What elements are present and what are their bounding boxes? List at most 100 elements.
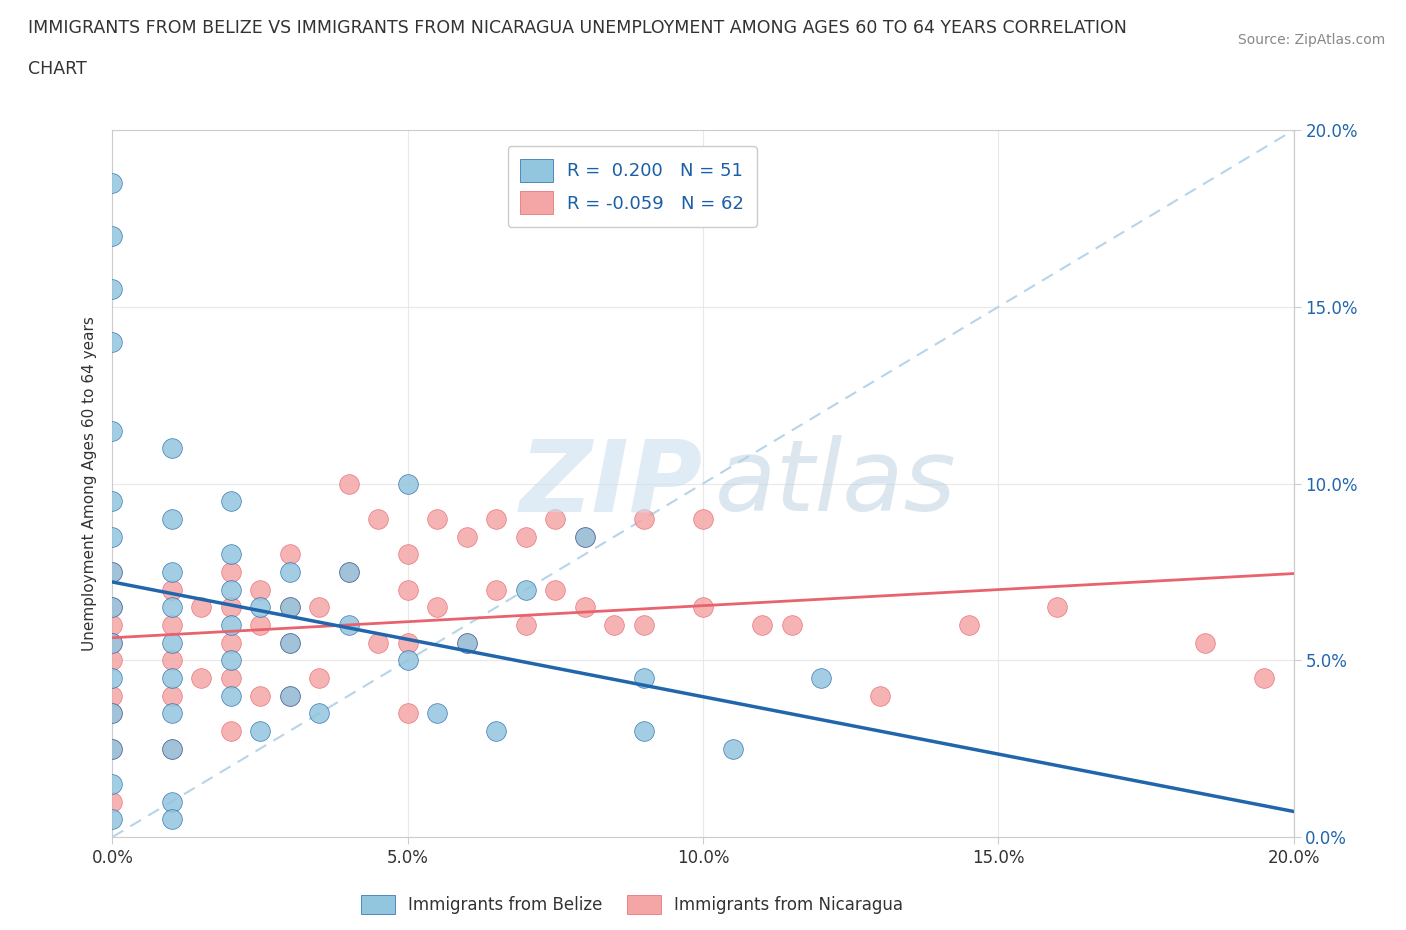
Point — [308, 600, 330, 615]
Point — [101, 671, 124, 685]
Point — [396, 476, 419, 491]
Point — [337, 565, 360, 579]
Point — [160, 600, 183, 615]
Point — [456, 529, 478, 544]
Text: CHART: CHART — [28, 60, 87, 78]
Point — [278, 547, 301, 562]
Point — [160, 688, 183, 703]
Point — [426, 706, 449, 721]
Point — [101, 600, 124, 615]
Point — [544, 512, 567, 526]
Point — [692, 512, 714, 526]
Point — [190, 600, 212, 615]
Point — [160, 741, 183, 756]
Y-axis label: Unemployment Among Ages 60 to 64 years: Unemployment Among Ages 60 to 64 years — [82, 316, 97, 651]
Point — [160, 618, 183, 632]
Point — [1046, 600, 1069, 615]
Point — [278, 600, 301, 615]
Point — [101, 777, 124, 791]
Point — [396, 582, 419, 597]
Point — [278, 635, 301, 650]
Point — [101, 565, 124, 579]
Point — [456, 635, 478, 650]
Point — [101, 794, 124, 809]
Point — [219, 653, 242, 668]
Point — [101, 706, 124, 721]
Point — [101, 494, 124, 509]
Point — [426, 512, 449, 526]
Point — [810, 671, 832, 685]
Text: IMMIGRANTS FROM BELIZE VS IMMIGRANTS FROM NICARAGUA UNEMPLOYMENT AMONG AGES 60 T: IMMIGRANTS FROM BELIZE VS IMMIGRANTS FRO… — [28, 19, 1128, 36]
Point — [485, 582, 508, 597]
Point — [751, 618, 773, 632]
Point — [101, 229, 124, 244]
Point — [249, 688, 271, 703]
Point — [780, 618, 803, 632]
Point — [249, 618, 271, 632]
Point — [337, 618, 360, 632]
Point — [574, 529, 596, 544]
Point — [219, 671, 242, 685]
Point — [337, 565, 360, 579]
Point — [249, 600, 271, 615]
Point — [101, 741, 124, 756]
Point — [515, 582, 537, 597]
Point — [101, 635, 124, 650]
Point — [249, 724, 271, 738]
Point — [219, 688, 242, 703]
Point — [101, 618, 124, 632]
Point — [160, 512, 183, 526]
Point — [101, 706, 124, 721]
Point — [426, 600, 449, 615]
Point — [633, 671, 655, 685]
Point — [396, 653, 419, 668]
Point — [101, 741, 124, 756]
Point — [160, 706, 183, 721]
Point — [160, 582, 183, 597]
Point — [101, 282, 124, 297]
Point — [1194, 635, 1216, 650]
Point — [544, 582, 567, 597]
Point — [367, 635, 389, 650]
Point — [101, 653, 124, 668]
Point — [219, 565, 242, 579]
Point — [160, 653, 183, 668]
Point — [485, 724, 508, 738]
Point — [633, 618, 655, 632]
Point — [160, 671, 183, 685]
Point — [278, 565, 301, 579]
Point — [308, 706, 330, 721]
Point — [219, 582, 242, 597]
Point — [396, 547, 419, 562]
Point — [160, 565, 183, 579]
Point — [692, 600, 714, 615]
Point — [101, 812, 124, 827]
Point — [337, 476, 360, 491]
Point — [160, 812, 183, 827]
Point — [957, 618, 980, 632]
Point — [396, 635, 419, 650]
Point — [515, 529, 537, 544]
Point — [219, 635, 242, 650]
Point — [249, 582, 271, 597]
Text: ZIP: ZIP — [520, 435, 703, 532]
Point — [160, 741, 183, 756]
Point — [219, 618, 242, 632]
Point — [219, 494, 242, 509]
Point — [1253, 671, 1275, 685]
Point — [101, 335, 124, 350]
Point — [219, 547, 242, 562]
Point — [219, 724, 242, 738]
Legend: Immigrants from Belize, Immigrants from Nicaragua: Immigrants from Belize, Immigrants from … — [354, 888, 910, 921]
Point — [101, 529, 124, 544]
Point — [101, 565, 124, 579]
Point — [633, 512, 655, 526]
Point — [278, 688, 301, 703]
Point — [219, 600, 242, 615]
Point — [574, 600, 596, 615]
Point — [278, 600, 301, 615]
Point — [278, 688, 301, 703]
Point — [160, 441, 183, 456]
Point — [721, 741, 744, 756]
Point — [308, 671, 330, 685]
